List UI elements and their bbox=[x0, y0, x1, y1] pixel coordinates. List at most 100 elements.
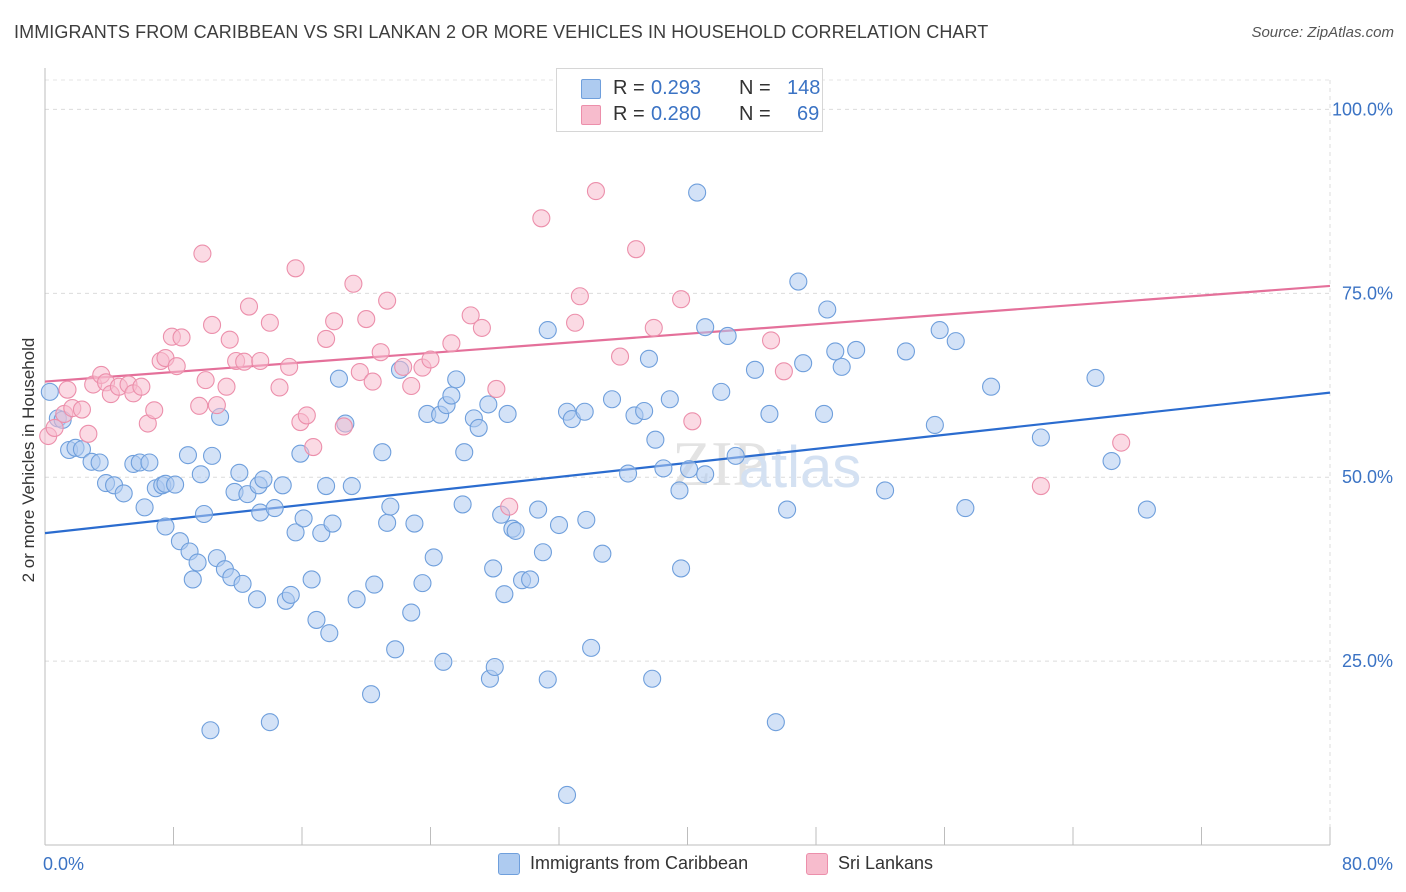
caribbean-point bbox=[506, 521, 525, 540]
y-tick-label: 50.0% bbox=[1342, 467, 1393, 487]
legend-n-label: N = bbox=[739, 77, 771, 99]
caribbean-point bbox=[847, 340, 866, 360]
caribbean-point bbox=[183, 570, 202, 589]
caribbean-point bbox=[577, 510, 596, 529]
srilankan-point bbox=[627, 240, 646, 259]
caribbean-point bbox=[643, 669, 662, 688]
caribbean-point bbox=[72, 440, 91, 459]
caribbean-point bbox=[826, 342, 845, 361]
caribbean-point bbox=[696, 318, 715, 337]
caribbean-point bbox=[660, 390, 679, 409]
caribbean-point bbox=[982, 377, 1001, 396]
srilankan-point bbox=[586, 182, 605, 201]
caribbean-point bbox=[194, 504, 214, 524]
srilankan-point bbox=[72, 400, 91, 419]
legend-r-label: R = bbox=[613, 77, 645, 99]
x-tick-label-max: 80.0% bbox=[1342, 854, 1393, 874]
caribbean-point bbox=[233, 574, 252, 593]
caribbean-point bbox=[434, 652, 453, 671]
legend-r-value: 0.280 bbox=[651, 103, 702, 125]
caribbean-point bbox=[549, 515, 569, 535]
srilankan-point bbox=[132, 377, 151, 396]
caribbean-point bbox=[247, 590, 267, 609]
caribbean-point bbox=[533, 543, 552, 562]
caribbean-legend-label: Immigrants from Caribbean bbox=[530, 853, 749, 873]
caribbean-point bbox=[654, 459, 673, 478]
srilankan-point bbox=[442, 334, 461, 353]
caribbean-point bbox=[302, 570, 321, 589]
caribbean-legend-swatch bbox=[498, 853, 520, 875]
caribbean-point bbox=[281, 585, 300, 604]
caribbean-point bbox=[766, 713, 785, 732]
caribbean-point bbox=[956, 499, 975, 518]
srilankan-point bbox=[394, 357, 413, 376]
caribbean-point bbox=[529, 500, 548, 519]
srilankan-point bbox=[145, 401, 164, 420]
caribbean-point bbox=[386, 640, 405, 659]
caribbean-point bbox=[178, 446, 198, 465]
y-tick-label: 100.0% bbox=[1332, 99, 1393, 119]
caribbean-point bbox=[818, 300, 837, 319]
srilankan-point bbox=[378, 291, 397, 310]
srilankan-point bbox=[421, 350, 440, 369]
legend-n-value: 69 bbox=[797, 103, 820, 125]
caribbean-point bbox=[672, 559, 691, 578]
caribbean-point bbox=[286, 523, 305, 542]
caribbean-point bbox=[794, 354, 813, 373]
y-tick-label: 25.0% bbox=[1342, 651, 1393, 671]
caribbean-point bbox=[946, 332, 965, 351]
srilankan-point bbox=[193, 244, 212, 263]
caribbean-point bbox=[930, 321, 949, 340]
srilankan-point bbox=[566, 313, 585, 332]
srilankan-point bbox=[610, 347, 630, 366]
legend-r-value: 0.293 bbox=[651, 77, 702, 99]
srilankan-point bbox=[363, 372, 382, 391]
srilankan-point bbox=[402, 376, 421, 396]
srilankan-point bbox=[196, 371, 215, 390]
srilankan-point bbox=[644, 318, 663, 337]
caribbean-point bbox=[188, 553, 207, 572]
srilankan-point bbox=[532, 209, 551, 228]
caribbean-point bbox=[402, 603, 421, 622]
caribbean-point bbox=[876, 481, 895, 500]
srilankan-point bbox=[79, 424, 98, 443]
srilankan-point bbox=[286, 259, 305, 278]
srilankan-point bbox=[270, 378, 289, 397]
srilankan-point bbox=[344, 274, 363, 293]
watermark-atlas: atlas bbox=[739, 435, 862, 500]
caribbean-point bbox=[582, 638, 601, 657]
caribbean-point bbox=[593, 544, 612, 563]
legend-n-label: N = bbox=[739, 103, 771, 125]
srilankan-point bbox=[220, 330, 239, 349]
srilankan-point bbox=[172, 328, 191, 347]
caribbean-point bbox=[639, 349, 659, 368]
srilankan-point bbox=[207, 396, 226, 415]
caribbean-point bbox=[140, 453, 159, 472]
caribbean-point bbox=[538, 321, 557, 340]
caribbean-swatch bbox=[581, 79, 601, 99]
srilankan-point bbox=[774, 362, 793, 381]
caribbean-point bbox=[646, 430, 665, 449]
caribbean-point bbox=[718, 326, 737, 346]
caribbean-point bbox=[381, 497, 400, 516]
caribbean-point bbox=[405, 514, 424, 533]
srilankan-point bbox=[251, 351, 270, 371]
caribbean-point bbox=[294, 509, 313, 528]
caribbean-point bbox=[323, 514, 342, 533]
caribbean-point bbox=[495, 585, 514, 604]
caribbean-point bbox=[745, 360, 765, 379]
caribbean-point bbox=[40, 382, 59, 401]
caribbean-point bbox=[479, 395, 498, 414]
srilankan-point bbox=[461, 306, 480, 325]
caribbean-point bbox=[260, 713, 279, 732]
caribbean-point bbox=[347, 590, 366, 609]
caribbean-point bbox=[424, 548, 443, 567]
caribbean-point bbox=[538, 670, 557, 689]
srilankan-point bbox=[357, 310, 376, 329]
caribbean-point bbox=[688, 183, 707, 202]
srilankan-point bbox=[304, 438, 323, 457]
srilankan-legend-label: Sri Lankans bbox=[838, 853, 934, 873]
y-tick-label: 75.0% bbox=[1342, 283, 1393, 303]
